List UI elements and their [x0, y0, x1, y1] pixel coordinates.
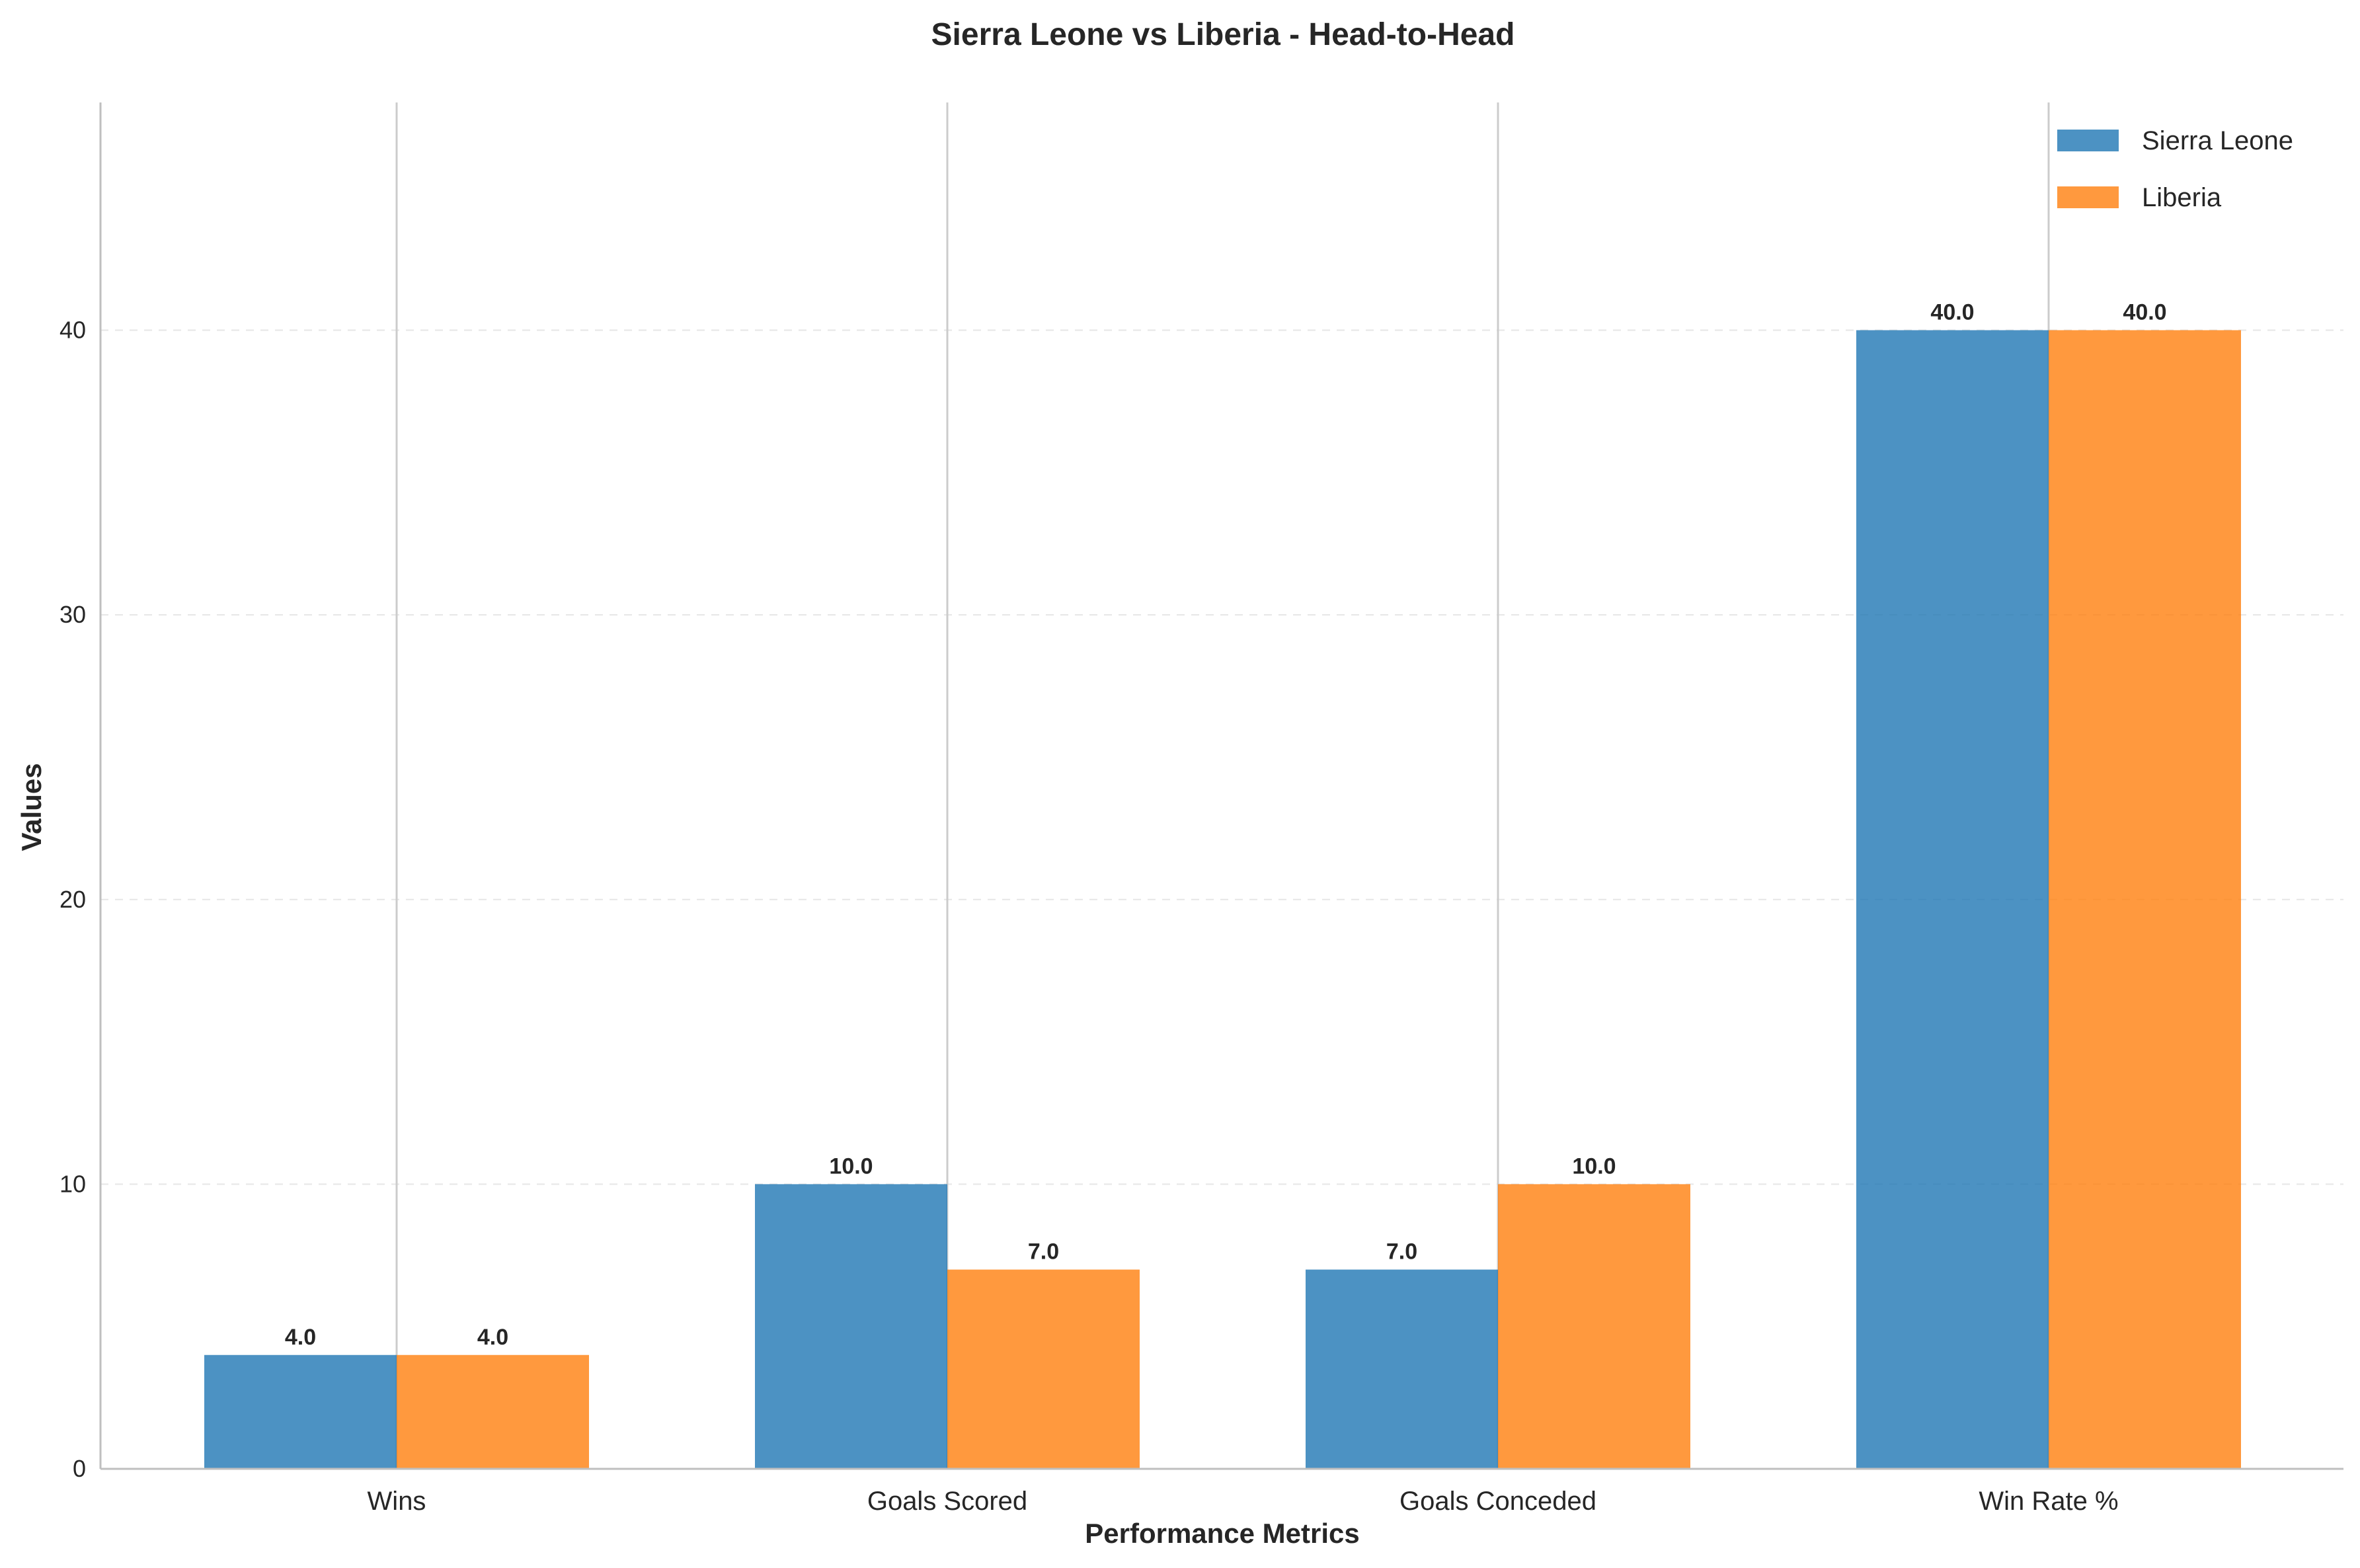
data-label: 10.0 [829, 1154, 873, 1179]
legend-label: Sierra Leone [2142, 126, 2293, 155]
data-labels: 4.0 10.0 7.0 40.0 4.0 7.0 10.0 40.0 [285, 300, 2167, 1350]
bar-sierra-leone [755, 1184, 947, 1469]
bar-liberia [1498, 1184, 1690, 1469]
data-label: 40.0 [1930, 300, 1974, 325]
legend-label: Liberia [2142, 183, 2222, 212]
legend-swatch [2057, 130, 2119, 151]
y-tick-label: 40 [59, 317, 86, 344]
y-tick-label: 0 [73, 1455, 86, 1482]
data-label: 40.0 [2123, 300, 2166, 325]
legend-swatch [2057, 186, 2119, 208]
y-tick-labels: 0 10 20 30 40 [59, 317, 86, 1483]
axes [99, 102, 2343, 1470]
bar-sierra-leone [1306, 1269, 1498, 1469]
bar-liberia [397, 1354, 589, 1469]
bar-sierra-leone [1856, 330, 2049, 1469]
bar-liberia [2049, 330, 2241, 1469]
y-axis-label: Values [16, 763, 47, 851]
x-axis-label: Performance Metrics [1085, 1518, 1360, 1549]
data-label: 4.0 [285, 1325, 316, 1350]
chart-title: Sierra Leone vs Liberia - Head-to-Head [931, 17, 1515, 52]
y-tick-label: 10 [59, 1170, 86, 1197]
x-tick-label: Wins [368, 1487, 426, 1516]
category-separators [395, 102, 2050, 1469]
y-tick-label: 20 [59, 886, 86, 913]
legend: Sierra Leone Liberia [2057, 126, 2293, 212]
data-label: 7.0 [1028, 1239, 1059, 1265]
bar-liberia [947, 1269, 1140, 1469]
x-tick-labels: Wins Goals Scored Goals Conceded Win Rate % [368, 1487, 2119, 1516]
bars [204, 330, 2241, 1469]
x-tick-label: Goals Scored [867, 1487, 1027, 1516]
data-label: 10.0 [1572, 1154, 1616, 1179]
data-label: 7.0 [1386, 1239, 1417, 1265]
x-tick-label: Win Rate % [1979, 1487, 2118, 1516]
y-tick-label: 30 [59, 601, 86, 628]
x-tick-label: Goals Conceded [1399, 1487, 1596, 1516]
bar-sierra-leone [204, 1354, 397, 1469]
data-label: 4.0 [477, 1325, 508, 1350]
